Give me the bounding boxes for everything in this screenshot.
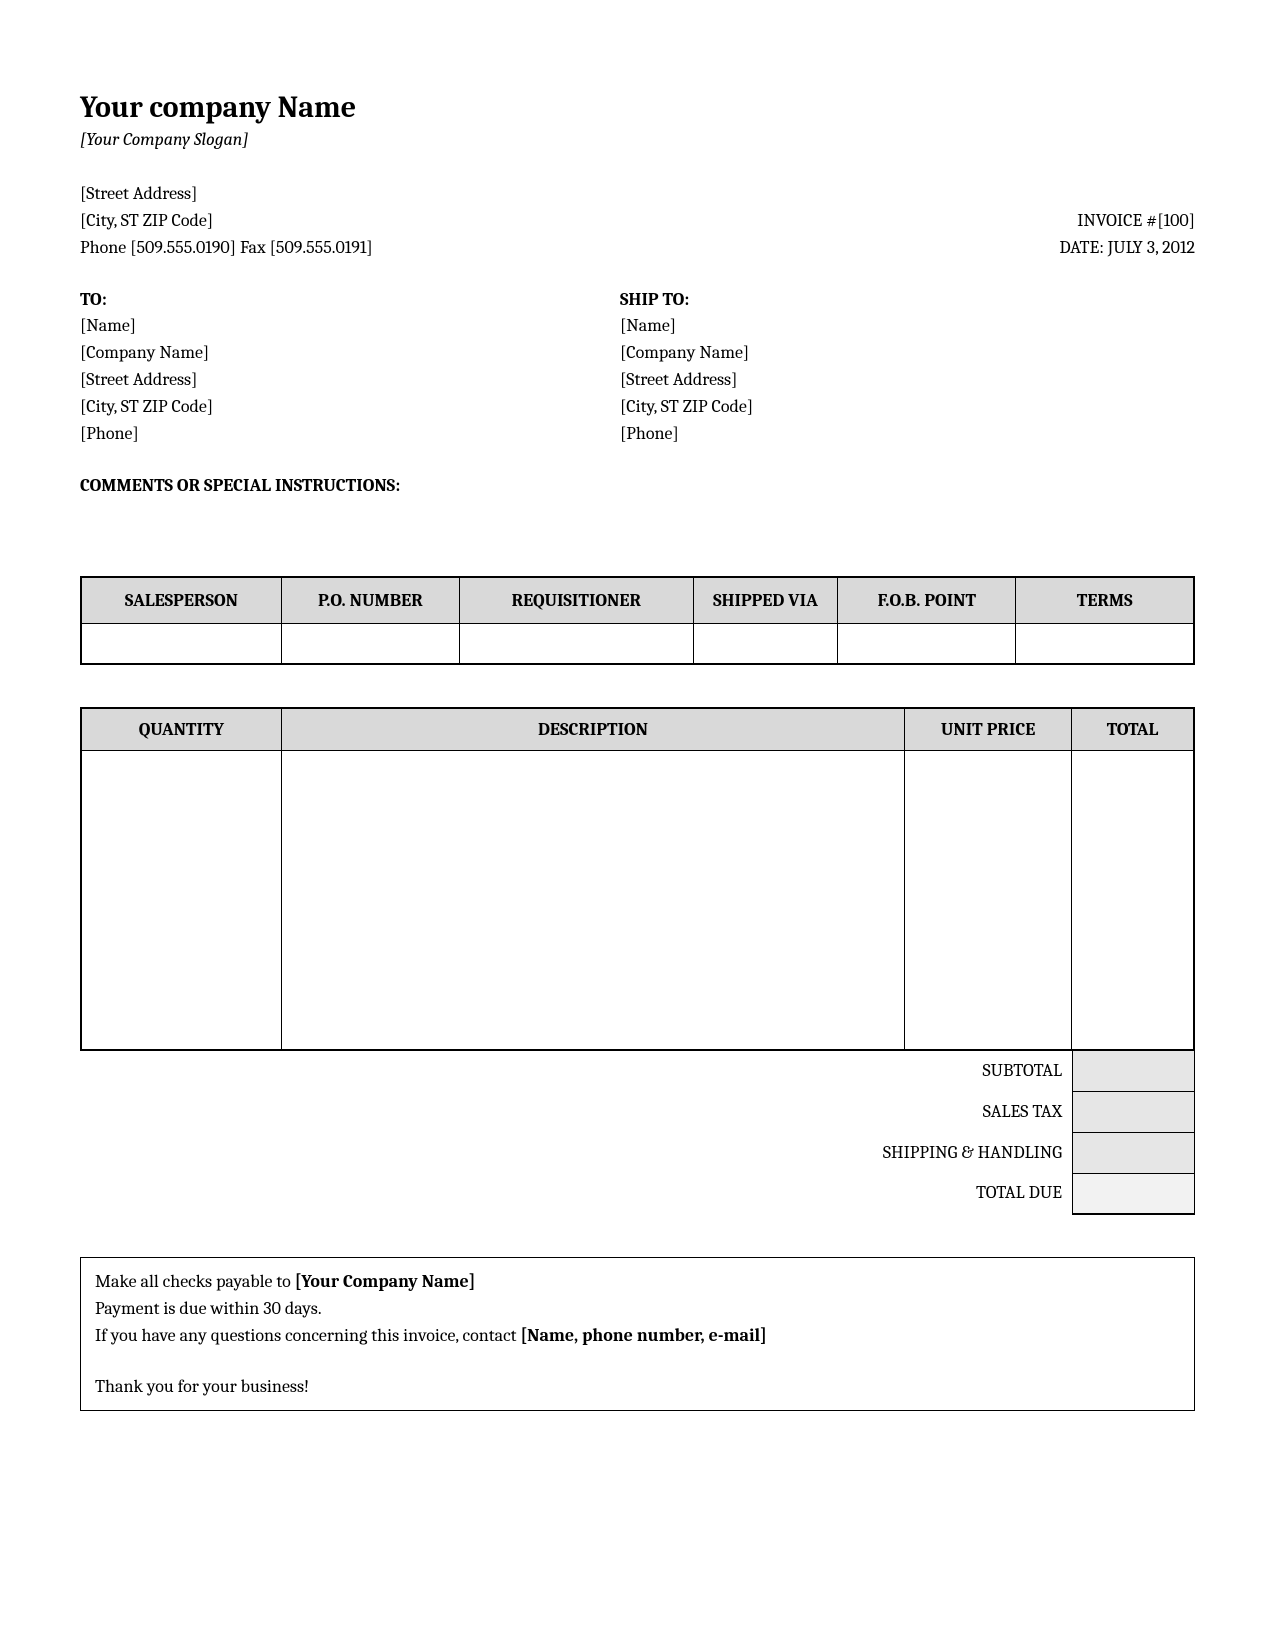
footer-line-3: If you have any questions concerning thi… <box>95 1322 1180 1349</box>
th-total: TOTAL <box>1072 708 1194 751</box>
to-label: TO: <box>80 289 620 310</box>
order-meta-row <box>81 624 1194 664</box>
totaldue-label: TOTAL DUE <box>80 1173 1073 1214</box>
td-terms <box>1016 624 1194 664</box>
th-quantity: QUANTITY <box>81 708 281 751</box>
footer-l1b: [Your Company Name] <box>295 1271 476 1292</box>
comments-label: COMMENTS OR SPECIAL INSTRUCTIONS: <box>80 475 1195 496</box>
td-po <box>281 624 459 664</box>
subtotal-label: SUBTOTAL <box>80 1051 1073 1092</box>
to-street: [Street Address] <box>80 366 620 393</box>
footer-line-2: Payment is due within 30 days. <box>95 1295 1180 1322</box>
cell-description <box>281 750 904 1050</box>
shipto-phone: [Phone] <box>620 420 753 447</box>
footer-l1a: Make all checks payable to <box>95 1271 295 1292</box>
company-street: [Street Address] <box>80 180 373 207</box>
shipto-label: SHIP TO: <box>620 289 753 310</box>
bill-to-block: TO: [Name] [Company Name] [Street Addres… <box>80 289 620 447</box>
footer-line-1: Make all checks payable to [Your Company… <box>95 1268 1180 1295</box>
order-meta-table: SALESPERSON P.O. NUMBER REQUISITIONER SH… <box>80 576 1195 665</box>
items-body-row <box>81 750 1194 1050</box>
footer-l3b: [Name, phone number, e-mail] <box>520 1325 766 1346</box>
shipto-company: [Company Name] <box>620 339 753 366</box>
th-description: DESCRIPTION <box>281 708 904 751</box>
shipto-name: [Name] <box>620 312 753 339</box>
invoice-number: INVOICE #[100] <box>1059 207 1195 234</box>
salestax-label: SALES TAX <box>80 1092 1073 1133</box>
th-shipped-via: SHIPPED VIA <box>693 577 838 624</box>
td-shipped-via <box>693 624 838 664</box>
company-name: Your company Name <box>80 90 1195 125</box>
shipping-label: SHIPPING & HANDLING <box>80 1133 1073 1174</box>
cell-quantity <box>81 750 281 1050</box>
th-requisitioner: REQUISITIONER <box>459 577 693 624</box>
cell-unit-price <box>905 750 1072 1050</box>
shipto-city: [City, ST ZIP Code] <box>620 393 753 420</box>
shipto-street: [Street Address] <box>620 366 753 393</box>
company-city: [City, ST ZIP Code] <box>80 207 373 234</box>
th-fob: F.O.B. POINT <box>838 577 1016 624</box>
th-unit-price: UNIT PRICE <box>905 708 1072 751</box>
invoice-meta: INVOICE #[100] DATE: JULY 3, 2012 <box>1059 207 1195 261</box>
cell-total <box>1072 750 1194 1050</box>
totaldue-value <box>1073 1173 1195 1214</box>
td-fob <box>838 624 1016 664</box>
company-slogan: [Your Company Slogan] <box>80 129 1195 150</box>
footer-thanks: Thank you for your business! <box>95 1373 1180 1400</box>
td-salesperson <box>81 624 281 664</box>
invoice-document: Your company Name [Your Company Slogan] … <box>80 90 1195 1411</box>
to-name: [Name] <box>80 312 620 339</box>
shipping-value <box>1073 1133 1195 1174</box>
th-terms: TERMS <box>1016 577 1194 624</box>
to-company: [Company Name] <box>80 339 620 366</box>
totals-table: SUBTOTAL SALES TAX SHIPPING & HANDLING T… <box>80 1051 1195 1215</box>
company-address-block: [Street Address] [City, ST ZIP Code] Pho… <box>80 180 373 261</box>
td-requisitioner <box>459 624 693 664</box>
company-phone-fax: Phone [509.555.0190] Fax [509.555.0191] <box>80 234 373 261</box>
to-phone: [Phone] <box>80 420 620 447</box>
ship-to-block: SHIP TO: [Name] [Company Name] [Street A… <box>620 289 753 447</box>
items-table: QUANTITY DESCRIPTION UNIT PRICE TOTAL <box>80 707 1195 1052</box>
th-po: P.O. NUMBER <box>281 577 459 624</box>
footer-box: Make all checks payable to [Your Company… <box>80 1257 1195 1411</box>
salestax-value <box>1073 1092 1195 1133</box>
to-city: [City, ST ZIP Code] <box>80 393 620 420</box>
invoice-date: DATE: JULY 3, 2012 <box>1059 234 1195 261</box>
footer-l3a: If you have any questions concerning thi… <box>95 1325 520 1346</box>
th-salesperson: SALESPERSON <box>81 577 281 624</box>
subtotal-value <box>1073 1051 1195 1092</box>
